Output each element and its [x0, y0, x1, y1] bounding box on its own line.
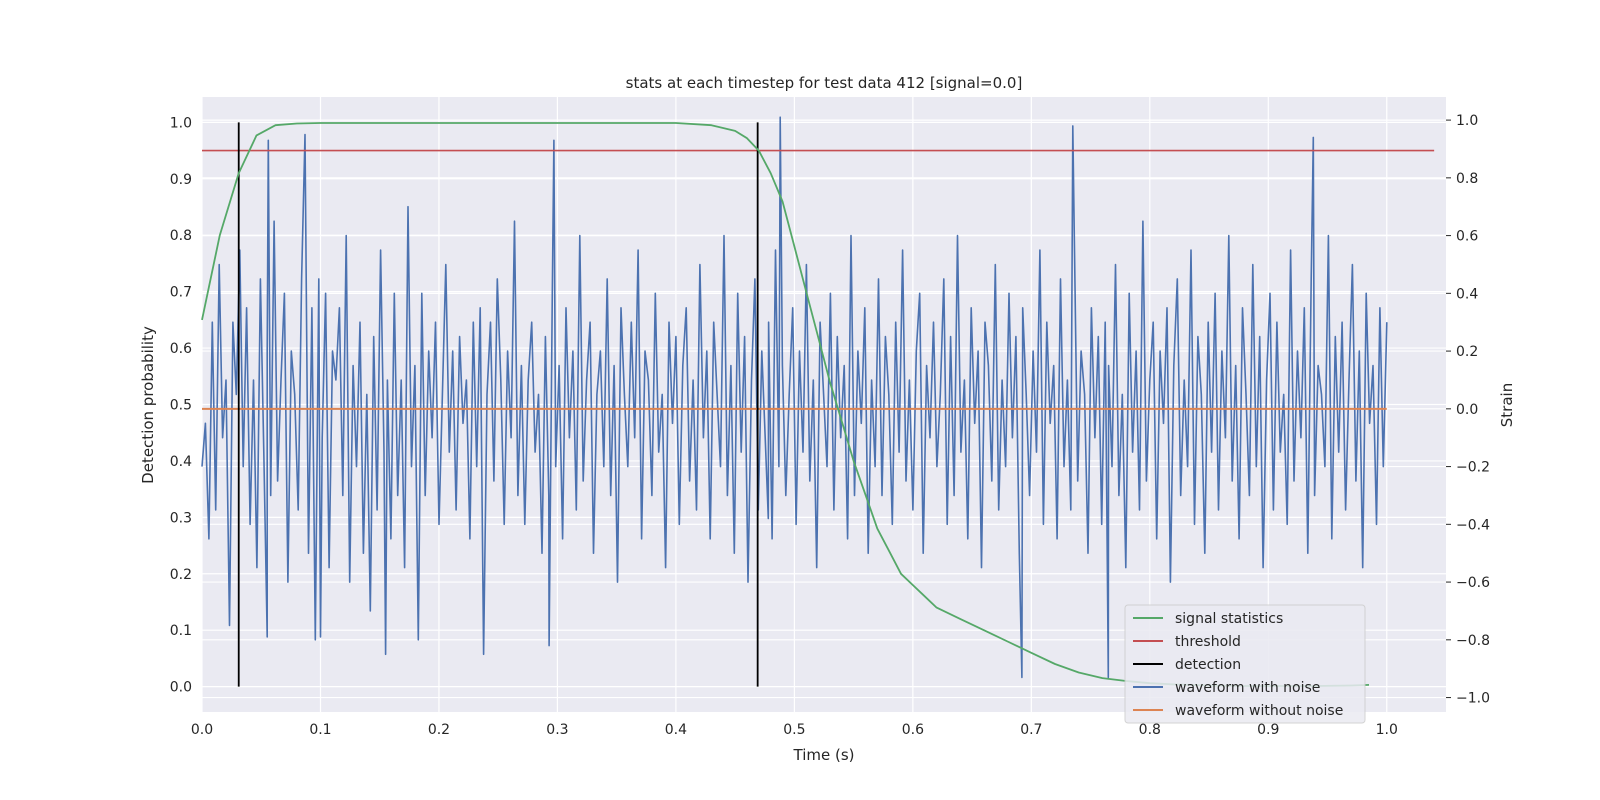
y-tick-label: 0.4: [170, 454, 192, 470]
y-tick-label: 0.0: [170, 680, 192, 696]
legend: signal statistics threshold detection wavef…: [1124, 604, 1366, 724]
legend-label: detection: [1175, 657, 1241, 673]
y2-tick-label: −0.8: [1456, 633, 1490, 649]
y-axis-left-ticks: 0.0 0.1 0.2 0.3 0.4 0.5 0.6 0.7 0.8 0.9 1.0: [170, 115, 192, 695]
legend-label: waveform with noise: [1175, 680, 1320, 696]
x-tick-label: 0.5: [783, 722, 805, 738]
y2-axis-title: Strain: [1498, 383, 1516, 427]
x-tick-label: 0.3: [546, 722, 568, 738]
chart-title: stats at each timestep for test data 412…: [626, 74, 1023, 92]
y-tick-label: 0.1: [170, 623, 192, 639]
x-tick-label: 0.8: [1139, 722, 1161, 738]
y-tick-label: 1.0: [170, 115, 192, 131]
x-tick-label: 0.1: [309, 722, 331, 738]
y2-tick-label: 0.2: [1456, 344, 1478, 360]
y-axis-right-ticks: −1.0 −0.8 −0.6 −0.4 −0.2 0.0 0.2 0.4 0.6 0.8 1.0: [1446, 113, 1490, 707]
legend-label: signal statistics: [1175, 611, 1283, 627]
y-tick-label: 0.8: [170, 228, 192, 244]
x-tick-label: 1.0: [1376, 722, 1398, 738]
y2-tick-label: 0.6: [1456, 229, 1478, 245]
x-tick-label: 0.7: [1020, 722, 1042, 738]
x-tick-label: 0.0: [191, 722, 213, 738]
y2-tick-label: 0.8: [1456, 171, 1478, 187]
y2-tick-label: −1.0: [1456, 691, 1490, 707]
y2-tick-label: −0.6: [1456, 575, 1490, 591]
x-tick-label: 0.6: [902, 722, 924, 738]
y-tick-label: 0.5: [170, 398, 192, 414]
x-axis-title: Time (s): [793, 746, 855, 764]
y-tick-label: 0.7: [170, 285, 192, 301]
x-tick-label: 0.2: [428, 722, 450, 738]
legend-label: threshold: [1175, 634, 1241, 650]
x-tick-label: 0.9: [1257, 722, 1279, 738]
x-tick-label: 0.4: [665, 722, 687, 738]
series-waveform-with-noise: [201, 116, 1388, 679]
plot-series: [201, 116, 1435, 687]
y-tick-label: 0.9: [170, 172, 192, 188]
y2-tick-label: 0.0: [1456, 402, 1478, 418]
legend-label: waveform without noise: [1175, 703, 1343, 719]
y2-tick-label: −0.4: [1456, 517, 1490, 533]
legend-box: [1124, 604, 1366, 724]
y-tick-label: 0.3: [170, 510, 192, 526]
y-tick-label: 0.2: [170, 567, 192, 583]
x-axis-ticks: 0.0 0.1 0.2 0.3 0.4 0.5 0.6 0.7 0.8 0.9 1.0: [191, 722, 1398, 738]
y-tick-label: 0.6: [170, 341, 192, 357]
y2-tick-label: 1.0: [1456, 113, 1478, 129]
y2-tick-label: 0.4: [1456, 286, 1478, 302]
y2-tick-label: −0.2: [1456, 460, 1490, 476]
y-axis-title: Detection probability: [139, 326, 157, 484]
